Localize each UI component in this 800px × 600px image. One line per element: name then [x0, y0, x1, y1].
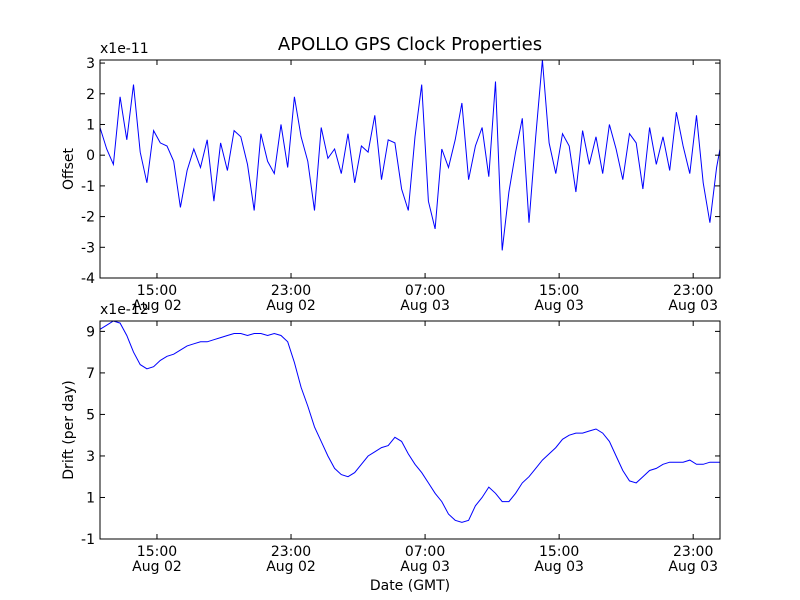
ytick-label: 5	[86, 407, 95, 423]
xtick-time-label: 15:00	[137, 283, 177, 299]
xtick-time-label: 15:00	[137, 544, 177, 560]
ytick-label: -4	[81, 271, 95, 287]
ytick-label: -2	[81, 210, 95, 226]
axes-frame	[99, 320, 721, 540]
ytick-label: -1	[81, 532, 95, 548]
axes-frame	[99, 59, 721, 279]
xtick-date-label: Aug 03	[668, 559, 718, 575]
series-line-drift	[100, 321, 720, 523]
xtick-date-label: Aug 03	[668, 298, 718, 314]
ytick-label: 0	[86, 148, 95, 164]
ytick-label: 9	[86, 324, 95, 340]
ytick-label: 7	[86, 366, 95, 382]
ytick-label: 3	[86, 56, 95, 72]
ytick-label: -1	[81, 179, 95, 195]
xtick-time-label: 15:00	[539, 283, 579, 299]
ytick-label: 2	[86, 87, 95, 103]
xtick-date-label: Aug 03	[400, 559, 450, 575]
xtick-date-label: Aug 02	[132, 559, 182, 575]
xtick-time-label: 23:00	[271, 544, 311, 560]
xtick-time-label: 23:00	[271, 283, 311, 299]
xtick-date-label: Aug 02	[266, 298, 316, 314]
xtick-time-label: 07:00	[405, 283, 445, 299]
xtick-date-label: Aug 03	[534, 559, 584, 575]
ytick-label: 3	[86, 449, 95, 465]
y-axis-label: Drift (per day)	[61, 380, 77, 479]
ytick-label: 1	[86, 117, 95, 133]
y-exponent-label: x1e-11	[100, 41, 149, 57]
xtick-date-label: Aug 03	[534, 298, 584, 314]
xtick-date-label: Aug 03	[400, 298, 450, 314]
xtick-date-label: Aug 02	[266, 559, 316, 575]
ytick-label: 1	[86, 490, 95, 506]
series-line-offset	[100, 60, 720, 251]
xtick-time-label: 15:00	[539, 544, 579, 560]
figure-title: APOLLO GPS Clock Properties	[278, 34, 542, 55]
xtick-time-label: 07:00	[405, 544, 445, 560]
xtick-date-label: Aug 02	[132, 298, 182, 314]
y-axis-label: Offset	[61, 147, 77, 190]
xtick-time-label: 23:00	[673, 283, 713, 299]
ytick-label: -3	[81, 240, 95, 256]
xtick-time-label: 23:00	[673, 544, 713, 560]
y-exponent-label: x1e-12	[100, 302, 149, 318]
x-axis-label: Date (GMT)	[370, 578, 450, 594]
